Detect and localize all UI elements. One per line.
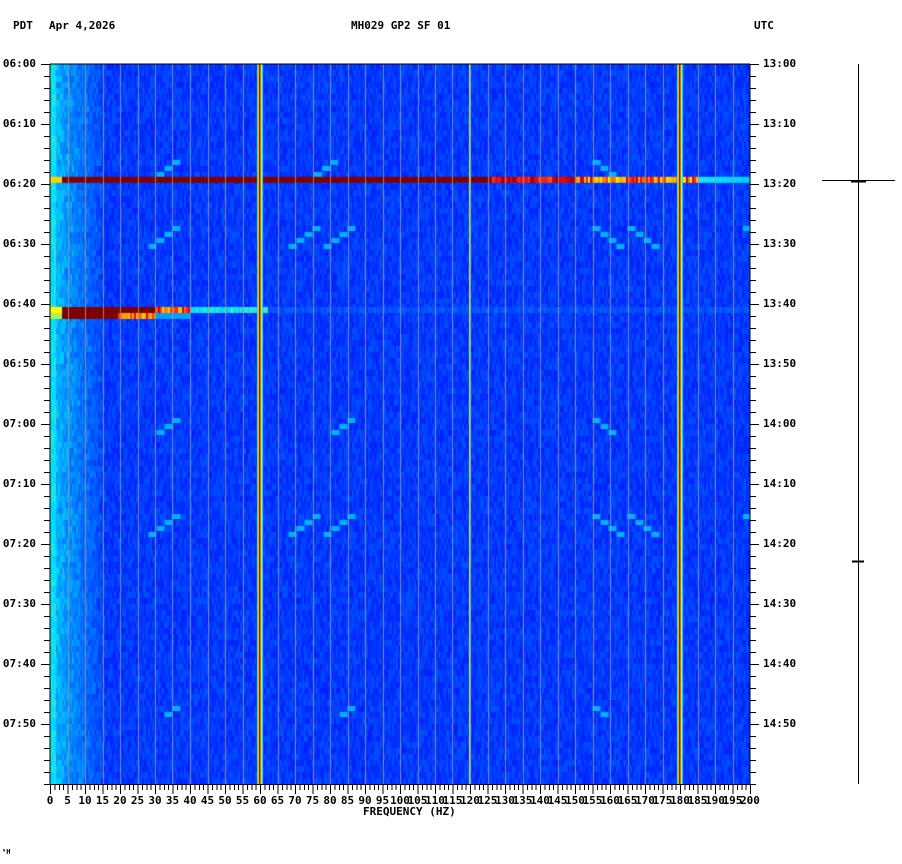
x-tick-label: 105 — [407, 794, 428, 807]
y-tick-right-label: 13:20 — [763, 177, 797, 190]
x-tick-label: 180 — [670, 794, 690, 807]
x-tick-label: 5 — [64, 794, 71, 807]
x-tick-label: 15 — [95, 794, 110, 807]
x-tick-label: 100 — [390, 794, 410, 807]
x-tick-label: 120 — [460, 794, 480, 807]
x-axis-title: FREQUENCY (HZ) — [363, 805, 456, 818]
y-tick-right-label: 13:00 — [763, 57, 797, 70]
x-tick-label: 30 — [148, 794, 162, 807]
x-tick-label: 185 — [687, 794, 708, 807]
footer-mark: ᴬH — [2, 848, 11, 856]
x-tick-label: 190 — [705, 794, 725, 807]
y-tick-left-label: 07:00 — [2, 417, 36, 430]
y-tick-left-label: 06:30 — [2, 237, 36, 250]
x-tick-label: 170 — [635, 794, 655, 807]
y-tick-left-label: 06:00 — [2, 57, 36, 70]
x-tick-label: 110 — [425, 794, 445, 807]
x-tick-label: 10 — [78, 794, 92, 807]
x-tick-label: 125 — [477, 794, 498, 807]
y-tick-right-label: 14:50 — [763, 717, 797, 730]
y-tick-left-label: 06:20 — [2, 177, 36, 190]
x-tick-label: 50 — [218, 794, 232, 807]
x-tick-label: 160 — [600, 794, 620, 807]
x-tick-label: 165 — [617, 794, 638, 807]
x-tick-label: 200 — [740, 794, 760, 807]
y-tick-right-label: 13:50 — [763, 357, 797, 370]
x-tick-label: 65 — [270, 794, 285, 807]
date-label: Apr 4,2026 — [49, 19, 116, 32]
y-tick-left-label: 07:40 — [2, 657, 36, 670]
x-tick-label: 55 — [235, 794, 250, 807]
x-tick-label: 150 — [565, 794, 585, 807]
y-tick-left-label: 07:10 — [2, 477, 36, 490]
y-tick-left-label: 06:40 — [2, 297, 36, 310]
x-tick-label: 35 — [165, 794, 180, 807]
x-tick-label: 20 — [113, 794, 127, 807]
y-tick-right-label: 14:40 — [763, 657, 797, 670]
y-tick-right-label: 13:10 — [763, 117, 797, 130]
x-tick-label: 60 — [253, 794, 267, 807]
x-tick-label: 75 — [305, 794, 320, 807]
x-tick-label: 175 — [652, 794, 673, 807]
x-tick-label: 0 — [46, 794, 54, 807]
x-tick-label: 45 — [200, 794, 215, 807]
left-timezone-label: PDT — [13, 19, 33, 32]
station-title: MH029 GP2 SF 01 — [351, 19, 451, 32]
x-tick-label: 95 — [375, 794, 390, 807]
x-tick-label: 130 — [495, 794, 515, 807]
x-tick-label: 85 — [340, 794, 355, 807]
x-tick-label: 25 — [130, 794, 145, 807]
x-tick-label: 195 — [722, 794, 743, 807]
y-tick-right-label: 14:10 — [763, 477, 797, 490]
y-tick-left-label: 07:50 — [2, 717, 36, 730]
x-tick-label: 90 — [358, 794, 372, 807]
y-tick-right-label: 13:40 — [763, 297, 797, 310]
y-tick-left-label: 06:50 — [2, 357, 36, 370]
x-tick-label: 140 — [530, 794, 550, 807]
y-tick-left-label: 07:30 — [2, 597, 36, 610]
x-tick-label: 115 — [442, 794, 463, 807]
y-tick-right-label: 14:00 — [763, 417, 797, 430]
x-tick-label: 70 — [288, 794, 302, 807]
y-tick-right-label: 13:30 — [763, 237, 797, 250]
x-tick-label: 155 — [582, 794, 603, 807]
x-tick-label: 135 — [512, 794, 533, 807]
spectrogram-plot — [50, 64, 750, 784]
y-tick-right-label: 14:30 — [763, 597, 797, 610]
y-tick-left-label: 07:20 — [2, 537, 36, 550]
x-tick-label: 40 — [183, 794, 197, 807]
right-timezone-label: UTC — [754, 19, 774, 32]
y-tick-right-label: 14:20 — [763, 537, 797, 550]
x-tick-label: 80 — [323, 794, 337, 807]
x-tick-label: 145 — [547, 794, 568, 807]
y-tick-left-label: 06:10 — [2, 117, 36, 130]
